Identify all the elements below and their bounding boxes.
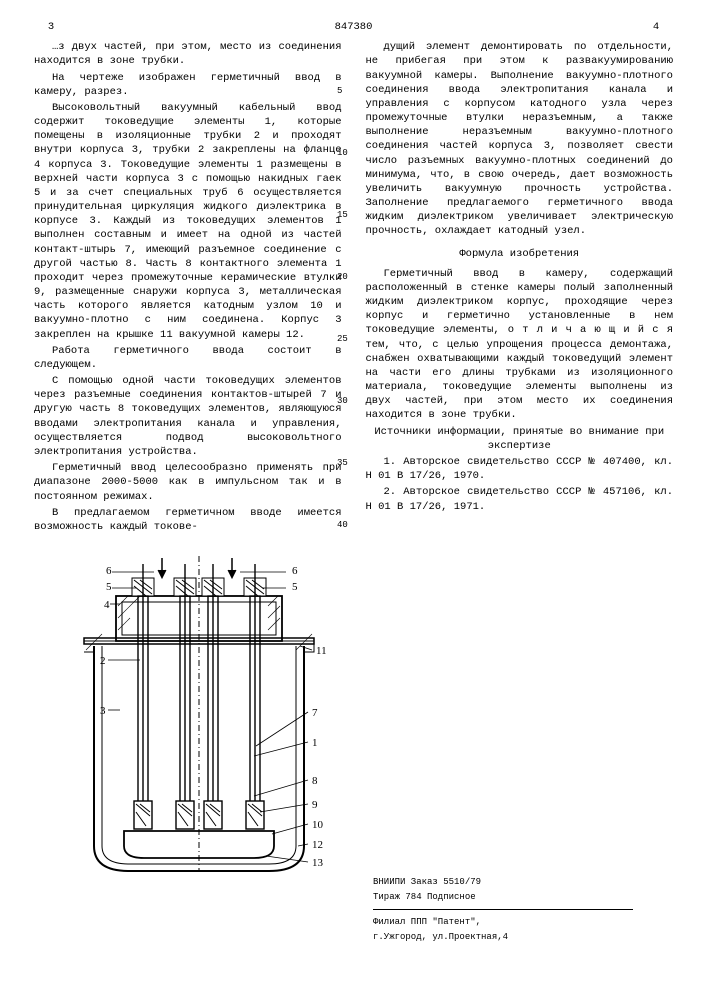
paragraph: С помощью одной части токоведущих элемен…	[34, 374, 342, 459]
divider	[373, 909, 633, 910]
paragraph: дущий элемент демонтировать по отдельнос…	[366, 40, 674, 238]
callout: 11	[316, 645, 327, 657]
page-number-left: 3	[40, 20, 62, 34]
paragraph: В предлагаемом герметичном вводе имеется…	[34, 506, 342, 534]
callout: 4	[104, 599, 110, 611]
page-number-right: 4	[645, 20, 667, 34]
source-item: 2. Авторское свидетельство СССР № 457106…	[366, 485, 674, 513]
paragraph: Герметичный ввод в камеру, содержащий ра…	[366, 267, 674, 423]
source-item: 1. Авторское свидетельство СССР № 407400…	[366, 455, 674, 483]
line-num: 5	[337, 60, 348, 122]
callout: 8	[312, 775, 318, 787]
page: 3 847380 4 5 10 15 20 25 30 35 40 …з дву…	[0, 0, 707, 1000]
line-num: 25	[337, 308, 348, 370]
imprint-line: Филиал ППП "Патент",	[373, 916, 673, 929]
callout: 6	[106, 565, 112, 577]
paragraph: Высоковольтный вакуумный кабельный ввод …	[34, 101, 342, 342]
callout: 13	[312, 857, 324, 869]
line-num: 15	[337, 184, 348, 246]
imprint-block: ВНИИПИ Заказ 5510/79 Тираж 784 Подписное…	[373, 876, 673, 945]
imprint-line: ВНИИПИ Заказ 5510/79	[373, 876, 673, 889]
callout: 12	[312, 839, 323, 851]
line-num: 40	[337, 494, 348, 556]
line-num: 20	[337, 246, 348, 308]
callout: 7	[312, 707, 318, 719]
section-title-sources: Источники информации, принятые во вниман…	[366, 425, 674, 453]
paragraph: На чертеже изображен герметичный ввод в …	[34, 71, 342, 99]
imprint-line: Тираж 784 Подписное	[373, 891, 673, 904]
callout: 3	[100, 705, 106, 717]
line-num: 30	[337, 370, 348, 432]
callout: 2	[100, 655, 106, 667]
paragraph: Работа герметичного ввода состоит в след…	[34, 344, 342, 372]
paragraph: Герметичный ввод целесообразно применять…	[34, 461, 342, 504]
column-left: …з двух частей, при этом, место из соеди…	[34, 40, 342, 536]
drawing-svg: 6 5 4 2 3 5 6 11 7 1 8 9 10 12 13	[54, 546, 344, 876]
line-number-gutter: 5 10 15 20 25 30 35 40	[337, 60, 348, 556]
callout: 9	[312, 799, 318, 811]
callout: 5	[292, 581, 298, 593]
callout: 5	[106, 581, 112, 593]
imprint-footer: ВНИИПИ Заказ 5510/79 Тираж 784 Подписное…	[34, 876, 673, 945]
callout: 10	[312, 819, 324, 831]
callout: 1	[312, 737, 318, 749]
text-columns: …з двух частей, при этом, место из соеди…	[34, 40, 673, 536]
page-header: 3 847380 4	[34, 20, 673, 34]
document-number: 847380	[314, 20, 394, 34]
paragraph: …з двух частей, при этом, место из соеди…	[34, 40, 342, 68]
line-num: 10	[337, 122, 348, 184]
column-right: дущий элемент демонтировать по отдельнос…	[366, 40, 674, 536]
callout: 6	[292, 565, 298, 577]
line-num: 35	[337, 432, 348, 494]
imprint-line: г.Ужгород, ул.Проектная,4	[373, 931, 673, 944]
technical-drawing: 6 5 4 2 3 5 6 11 7 1 8 9 10 12 13	[34, 546, 673, 876]
section-title-formula: Формула изобретения	[366, 247, 674, 261]
